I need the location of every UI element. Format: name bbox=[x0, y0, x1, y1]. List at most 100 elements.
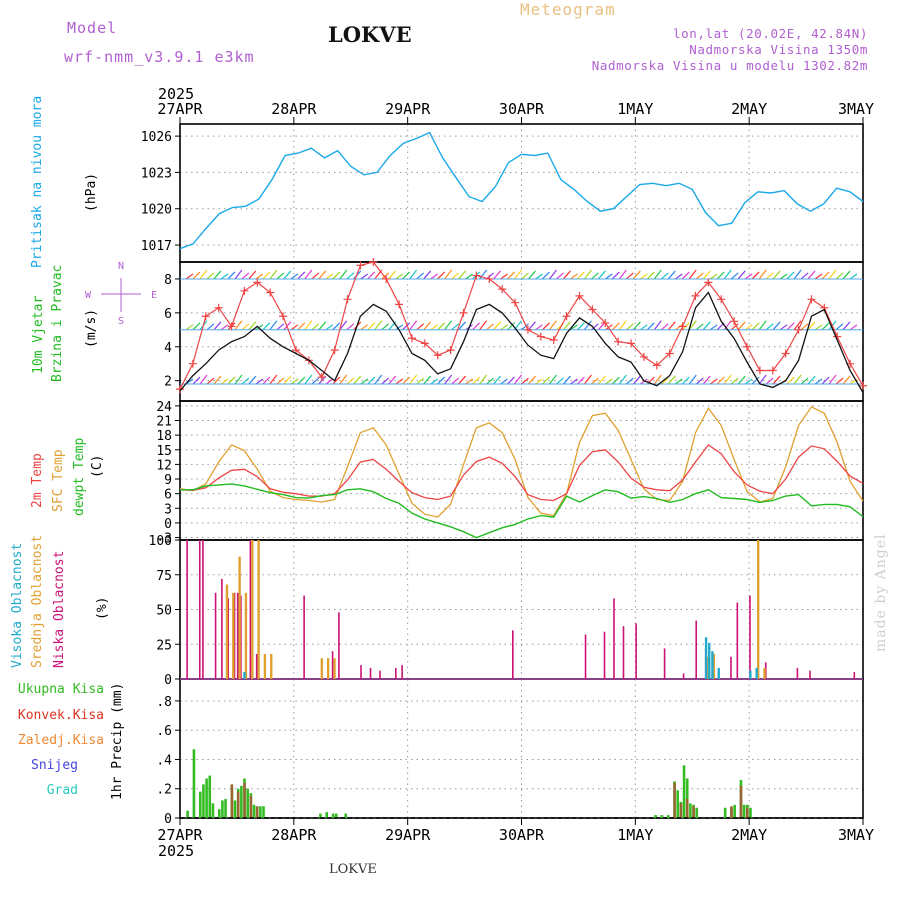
wind-barb bbox=[472, 322, 480, 331]
wind-barb bbox=[695, 323, 704, 331]
wind-gust-marker bbox=[459, 308, 468, 317]
page-title: LOKVE bbox=[328, 22, 412, 47]
wind-gust-marker bbox=[446, 346, 455, 355]
cloud-bar bbox=[379, 670, 381, 679]
cloud-bar bbox=[749, 670, 752, 679]
wind-barb bbox=[311, 272, 320, 280]
wind-barb bbox=[583, 374, 592, 385]
wind-barb bbox=[618, 320, 627, 331]
wind-barb bbox=[542, 271, 550, 280]
wind-gust-marker bbox=[240, 286, 249, 295]
cloud-bar bbox=[682, 673, 685, 679]
wind-barb bbox=[611, 322, 620, 331]
cloud-bar bbox=[360, 665, 362, 679]
cloud-bar bbox=[755, 667, 758, 679]
wind-barb bbox=[213, 270, 222, 280]
wind-barb bbox=[437, 322, 446, 331]
precip-bar bbox=[252, 804, 256, 818]
wind-barb bbox=[206, 377, 215, 385]
wind-barb bbox=[255, 324, 264, 331]
precip-legend-item: Konvek.Kisa bbox=[17, 708, 104, 723]
wind-barb bbox=[570, 378, 578, 385]
wind-gust-marker bbox=[678, 322, 687, 331]
cloud-bar bbox=[736, 602, 739, 679]
wind-barb bbox=[807, 321, 816, 331]
cloud-bar bbox=[236, 592, 239, 679]
wind-barb bbox=[332, 376, 341, 385]
ytick-label: 0 bbox=[164, 673, 172, 688]
wind-barb bbox=[779, 324, 788, 331]
wind-barb bbox=[737, 375, 746, 385]
wind-barb bbox=[695, 272, 704, 280]
wind-barb bbox=[667, 375, 676, 385]
precip-legend-item: Ukupna Kisa bbox=[17, 682, 104, 697]
wind-barb bbox=[374, 320, 383, 331]
wind-barb bbox=[625, 377, 634, 385]
wind-barb bbox=[269, 320, 278, 331]
wind-barb bbox=[423, 321, 432, 331]
cloud-bar bbox=[695, 620, 698, 679]
wind-barb bbox=[479, 374, 488, 385]
cloud-bar bbox=[326, 658, 330, 679]
lonlat-label: lon,lat (20.02E, 42.84N) bbox=[672, 26, 868, 41]
wind-gust-marker bbox=[214, 303, 223, 312]
wind-barb bbox=[290, 378, 299, 385]
wind-barb bbox=[185, 324, 194, 331]
wind-barb bbox=[632, 375, 641, 385]
ytick-label: .6 bbox=[156, 724, 172, 739]
wind-barb bbox=[793, 374, 802, 385]
wind-barb bbox=[241, 377, 250, 385]
dewpoint-line bbox=[180, 483, 864, 539]
wind-barb bbox=[765, 323, 774, 331]
wind-barb bbox=[793, 320, 802, 331]
wind-barb bbox=[632, 270, 641, 280]
wind-barb bbox=[716, 376, 725, 385]
wind-gust-marker bbox=[755, 366, 764, 375]
wind-barb bbox=[486, 323, 494, 331]
precip-bar bbox=[666, 815, 670, 818]
ytick-label: 3 bbox=[164, 502, 172, 517]
wind-barb bbox=[199, 374, 208, 385]
wind-barb bbox=[723, 269, 732, 280]
precip-bar bbox=[325, 812, 329, 818]
wind-barb bbox=[646, 322, 655, 331]
wind-barb bbox=[772, 321, 781, 331]
wind-barb bbox=[514, 269, 522, 280]
precip-legend-item: Snijeg bbox=[31, 758, 78, 773]
wind-barb bbox=[605, 273, 613, 280]
wind-barb bbox=[681, 376, 690, 385]
ytick-label: 6 bbox=[164, 307, 172, 322]
wind-barb bbox=[521, 323, 529, 331]
wind-barb bbox=[353, 375, 362, 385]
wind-gust-marker bbox=[691, 291, 700, 300]
precip-bar bbox=[733, 804, 736, 818]
wind-barb bbox=[297, 271, 306, 280]
wind-barb bbox=[842, 321, 851, 331]
cloud-bar bbox=[270, 653, 273, 679]
ytick-label: 100 bbox=[149, 534, 172, 549]
wind-gust-marker bbox=[536, 332, 545, 341]
wind-barb bbox=[674, 378, 683, 385]
wind-barb bbox=[723, 320, 732, 331]
ytick-label: 50 bbox=[156, 604, 172, 619]
wind-gust-line bbox=[179, 261, 864, 390]
year-label-top: 2025 bbox=[158, 85, 194, 103]
wind-barb bbox=[807, 270, 816, 280]
precip-bar bbox=[186, 810, 189, 818]
wind-gust-marker bbox=[279, 312, 288, 321]
wind-barb bbox=[367, 271, 376, 280]
ytick-label: 1020 bbox=[141, 203, 172, 218]
wind-barb bbox=[500, 378, 508, 385]
wind-barb bbox=[381, 272, 390, 280]
wind-barb bbox=[325, 324, 334, 331]
wind-gust-marker bbox=[253, 278, 262, 287]
wind-barb bbox=[192, 376, 201, 385]
wind-barb bbox=[597, 375, 606, 385]
wind-gust-marker bbox=[356, 261, 365, 270]
cloud-bar bbox=[712, 653, 716, 679]
wind-barb bbox=[835, 377, 844, 385]
wind-barb bbox=[185, 273, 194, 280]
wind-barb bbox=[374, 374, 383, 385]
ytick-label: 15 bbox=[156, 444, 172, 459]
wind-gust-marker bbox=[498, 285, 507, 294]
